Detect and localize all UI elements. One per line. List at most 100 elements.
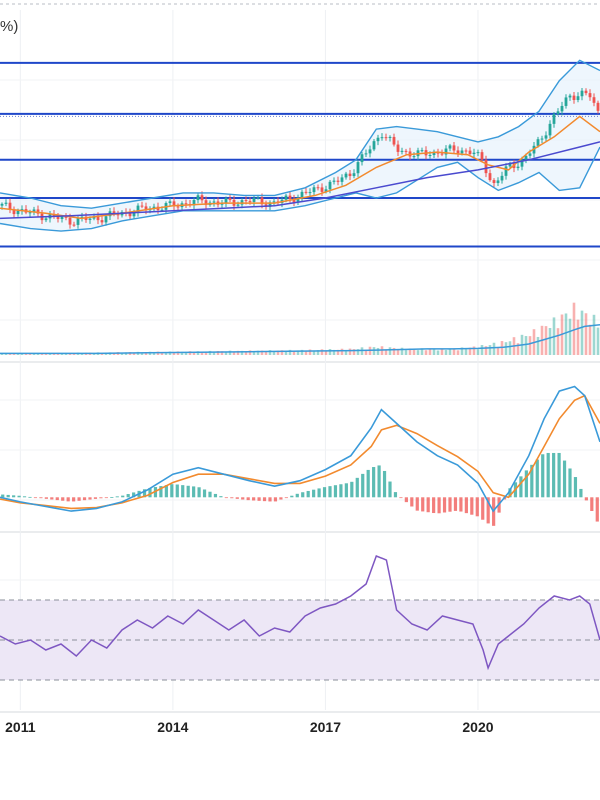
- candle-body: [540, 138, 544, 140]
- volume-bar: [404, 350, 408, 355]
- volume-bar: [272, 351, 276, 355]
- candle-body: [76, 218, 80, 225]
- volume-bar: [376, 347, 380, 355]
- candle-body: [288, 195, 292, 199]
- macd-histogram-bar: [192, 486, 196, 498]
- volume-bar: [292, 350, 296, 355]
- candle-body: [140, 205, 144, 207]
- macd-histogram-bar: [262, 497, 267, 502]
- volume-bar: [408, 348, 412, 355]
- candle-body: [316, 187, 320, 189]
- volume-bar: [232, 351, 236, 355]
- candle-body: [304, 191, 308, 193]
- candle-body: [392, 136, 396, 145]
- candle-body: [372, 141, 376, 150]
- macd-histogram-bar: [350, 481, 354, 498]
- macd-histogram-bar: [55, 497, 59, 501]
- macd-histogram-bar: [17, 495, 21, 498]
- macd-histogram-bar: [230, 497, 234, 499]
- candle-body: [132, 212, 136, 217]
- candle-body: [376, 137, 380, 142]
- volume-bar: [332, 349, 336, 355]
- macd-histogram-bar: [219, 496, 223, 498]
- macd-histogram-bar: [328, 486, 332, 498]
- candle-body: [476, 152, 480, 154]
- candle-body: [176, 206, 180, 208]
- candle-body: [236, 204, 240, 206]
- candle-body: [256, 197, 260, 199]
- macd-panel: [0, 385, 600, 526]
- volume-bar: [348, 348, 352, 355]
- volume-bar: [488, 345, 492, 355]
- volume-bar: [60, 353, 64, 355]
- volume-bar: [296, 350, 300, 355]
- volume-bar: [424, 350, 428, 355]
- macd-histogram-bar: [404, 497, 408, 503]
- volume-bar: [152, 352, 156, 355]
- candle-body: [488, 173, 492, 181]
- macd-histogram-bar: [552, 452, 556, 498]
- macd-histogram-bar: [366, 469, 370, 498]
- macd-histogram-bar: [448, 497, 452, 512]
- macd-histogram-bar: [322, 487, 327, 498]
- macd-histogram-bar: [88, 497, 92, 500]
- volume-bar: [440, 348, 444, 355]
- macd-histogram-bar: [290, 495, 294, 498]
- macd-histogram-bar: [148, 487, 152, 498]
- candle-body: [116, 214, 120, 216]
- volume-bar: [432, 348, 436, 355]
- rsi-line: [0, 555, 600, 671]
- macd-histogram-bar: [590, 497, 594, 511]
- macd-histogram-bar: [77, 497, 81, 501]
- macd-histogram-bar: [535, 459, 539, 498]
- candle-body: [548, 123, 552, 136]
- volume-bar: [144, 352, 148, 355]
- macd-histogram-bar: [519, 476, 523, 498]
- candle-body: [516, 166, 520, 169]
- candle-body: [220, 203, 224, 205]
- macd-histogram-bar: [426, 497, 430, 513]
- candle-body: [144, 206, 148, 211]
- macd-histogram-bar: [584, 497, 588, 501]
- panel-separators: [0, 3, 600, 713]
- candle-body: [320, 187, 324, 192]
- macd-histogram-bar: [459, 497, 463, 512]
- macd-histogram-bar: [115, 496, 119, 498]
- candle-body: [332, 180, 336, 182]
- macd-histogram-bar: [530, 464, 534, 498]
- volume-bar: [484, 346, 488, 355]
- candle-body: [88, 218, 92, 220]
- volume-bar: [192, 352, 196, 355]
- macd-histogram-bar: [432, 497, 436, 514]
- candle-body: [16, 210, 20, 215]
- macd-histogram-bar: [524, 470, 528, 498]
- volume-bar: [592, 314, 596, 355]
- candle-body: [456, 150, 460, 154]
- volume-bar: [216, 350, 220, 355]
- candle-body: [252, 197, 256, 202]
- candle-body: [168, 201, 172, 204]
- ma-slow-line: [0, 141, 600, 220]
- volume-bar: [120, 352, 124, 355]
- macd-histogram-bar: [208, 491, 212, 498]
- volume-bar: [40, 353, 44, 355]
- macd-histogram-bar: [595, 497, 599, 522]
- volume-bar: [236, 350, 240, 355]
- volume-bar: [436, 350, 440, 355]
- macd-histogram-bar: [268, 497, 272, 502]
- volume-bar: [584, 313, 588, 355]
- macd-histogram-bar: [246, 497, 250, 501]
- macd-histogram-bar: [279, 497, 283, 500]
- volume-bar: [564, 313, 568, 355]
- candle-body: [572, 95, 576, 101]
- candle-body: [528, 153, 532, 156]
- volume-bar: [220, 351, 224, 355]
- volume-bar: [0, 353, 4, 355]
- candle-body: [552, 113, 556, 124]
- volume-bar: [200, 351, 204, 355]
- candle-body: [8, 202, 12, 210]
- candle-body: [484, 159, 488, 174]
- candle-body: [448, 145, 452, 149]
- macd-histogram-bar: [486, 497, 490, 524]
